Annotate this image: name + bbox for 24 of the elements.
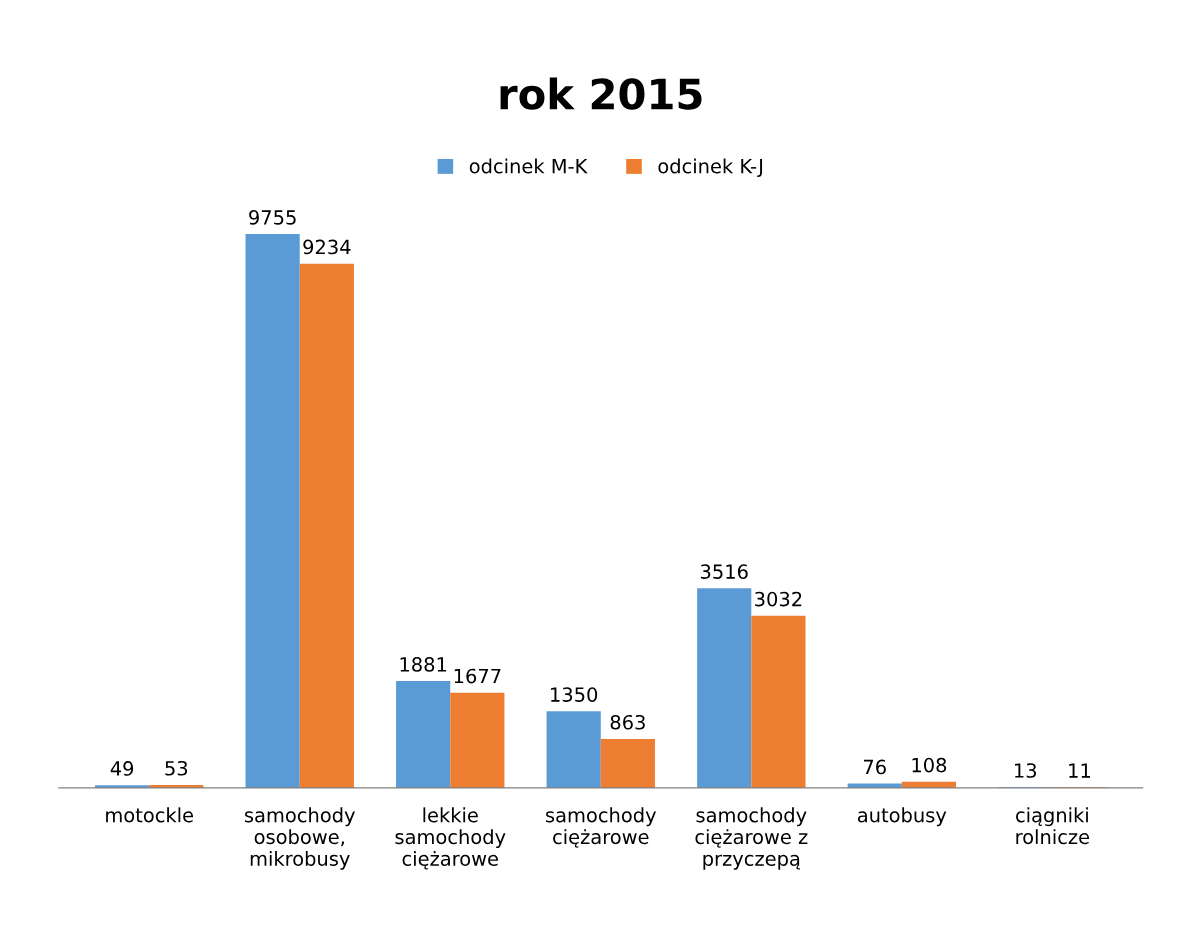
x-tick-label: samochody ciężarowe z przyczepą xyxy=(695,807,808,870)
data-label: 9234 xyxy=(303,239,351,255)
x-tick-label: samochody osobowe, mikrobusy xyxy=(244,807,355,870)
data-label: 108 xyxy=(912,757,947,773)
data-label: 1677 xyxy=(454,668,501,684)
data-label: 3032 xyxy=(755,591,802,607)
x-tick-label: autobusy xyxy=(857,807,947,827)
data-label: 1881 xyxy=(400,657,447,672)
data-label: 1350 xyxy=(551,687,598,702)
chart-title: rok 2015 xyxy=(500,77,702,110)
x-tick-label: lekkie samochody ciężarowe xyxy=(395,807,506,870)
data-label: 13 xyxy=(1015,763,1037,778)
x-tick-label: motockle xyxy=(106,807,194,823)
data-label: 11 xyxy=(1069,763,1091,778)
data-label: 53 xyxy=(165,760,188,776)
data-label: 3516 xyxy=(700,564,748,579)
data-label: 863 xyxy=(610,714,645,730)
x-tick-label: ciągniki rolnicze xyxy=(1016,807,1090,845)
data-label: 76 xyxy=(863,759,886,775)
data-label: 9755 xyxy=(249,210,296,225)
x-tick-label: samochody ciężarowe xyxy=(546,807,657,848)
legend-label: odcinek K-J xyxy=(658,158,763,178)
legend-label: odcinek M-K xyxy=(469,158,588,174)
data-label: 49 xyxy=(110,761,134,776)
